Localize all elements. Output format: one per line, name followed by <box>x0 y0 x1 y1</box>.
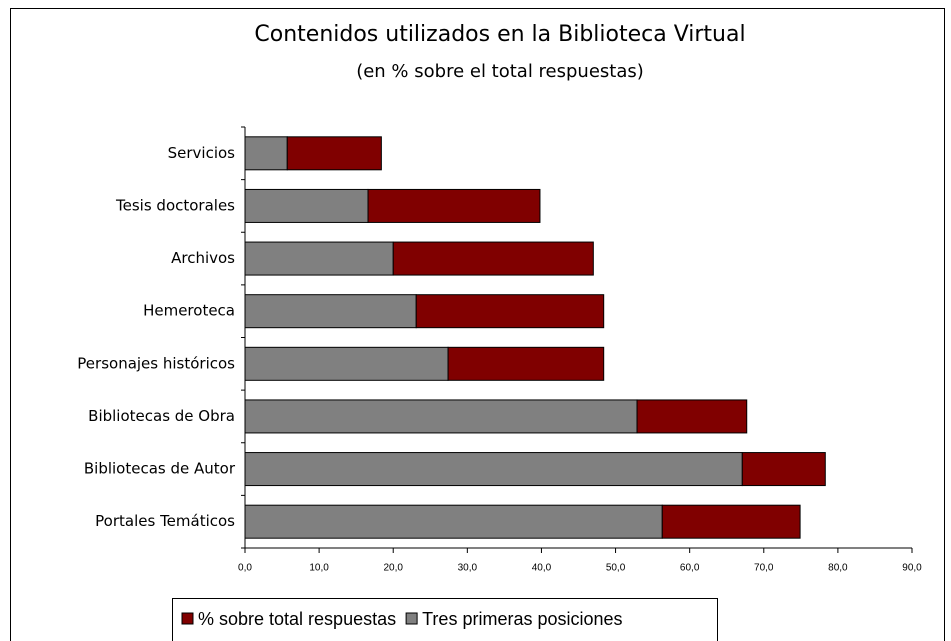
legend-swatch <box>405 612 418 625</box>
x-tick-label: 90,0 <box>902 563 922 574</box>
chart-subtitle: (en % sobre el total respuestas) <box>356 61 644 82</box>
y-tick-label: Servicios <box>168 144 236 162</box>
y-tick-label: Portales Temáticos <box>95 512 235 530</box>
y-tick-label: Hemeroteca <box>143 302 235 320</box>
legend-box <box>172 598 718 641</box>
x-tick-label: 30,0 <box>458 563 478 574</box>
legend-label: Tres primeras posiciones <box>422 609 622 629</box>
bar-segment <box>244 188 369 223</box>
y-tick-label: Personajes históricos <box>77 354 235 372</box>
x-tick-label: 80,0 <box>828 563 848 574</box>
bar-segment <box>415 294 605 329</box>
x-tick-label: 50,0 <box>606 563 626 574</box>
y-tick-label: Bibliotecas de Obra <box>88 407 235 425</box>
bar-segment <box>367 188 541 223</box>
bar-segment <box>244 452 743 487</box>
bar-segment <box>636 399 748 434</box>
x-tick-label: 0,0 <box>238 563 252 574</box>
legend-swatch <box>181 612 194 625</box>
bar-segment <box>244 346 449 381</box>
bar-segment <box>286 136 382 171</box>
x-tick-label: 60,0 <box>680 563 700 574</box>
x-tick-label: 70,0 <box>754 563 774 574</box>
y-tick-label: Archivos <box>171 249 235 267</box>
x-tick-label: 40,0 <box>532 563 552 574</box>
bar-segment <box>392 241 594 276</box>
bar-segment <box>244 399 638 434</box>
chart-title: Contenidos utilizados en la Biblioteca V… <box>254 22 745 47</box>
x-tick-label: 10,0 <box>309 563 329 574</box>
x-tick-label: 20,0 <box>383 563 403 574</box>
y-tick-label: Tesis doctorales <box>115 196 235 214</box>
bar-segment <box>244 136 288 171</box>
legend-label: % sobre total respuestas <box>198 609 396 629</box>
bar-segment <box>661 504 801 539</box>
bar-segment <box>244 504 663 539</box>
y-tick-label: Bibliotecas de Autor <box>84 460 236 478</box>
bar-segment <box>741 452 826 487</box>
bar-segment <box>244 294 417 329</box>
bar-segment <box>244 241 394 276</box>
bar-segment <box>447 346 605 381</box>
